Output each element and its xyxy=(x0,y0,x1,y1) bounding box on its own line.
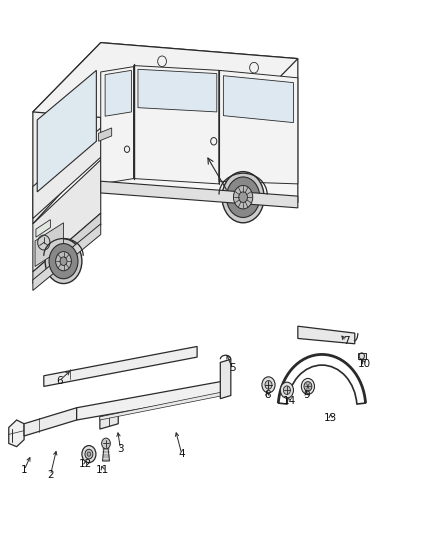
Polygon shape xyxy=(33,213,101,284)
Polygon shape xyxy=(36,220,50,237)
Text: 9: 9 xyxy=(303,391,310,400)
Polygon shape xyxy=(105,70,131,116)
Polygon shape xyxy=(35,223,64,266)
Circle shape xyxy=(87,452,91,456)
Polygon shape xyxy=(220,359,231,399)
Polygon shape xyxy=(9,420,24,447)
Text: 10: 10 xyxy=(358,359,371,368)
Polygon shape xyxy=(134,66,219,184)
Polygon shape xyxy=(101,181,298,208)
Circle shape xyxy=(265,381,272,389)
Circle shape xyxy=(102,438,110,449)
Polygon shape xyxy=(99,128,112,141)
Polygon shape xyxy=(33,43,298,128)
Text: 13: 13 xyxy=(324,414,337,423)
Circle shape xyxy=(45,239,82,284)
Polygon shape xyxy=(358,353,366,359)
Text: 5: 5 xyxy=(229,363,236,373)
Polygon shape xyxy=(101,67,134,184)
Polygon shape xyxy=(100,411,118,429)
Circle shape xyxy=(226,177,260,217)
Text: 12: 12 xyxy=(79,459,92,469)
Polygon shape xyxy=(33,160,101,272)
Text: 8: 8 xyxy=(264,391,271,400)
Text: 11: 11 xyxy=(96,465,110,475)
Circle shape xyxy=(262,377,275,393)
Polygon shape xyxy=(223,76,293,123)
Text: 4: 4 xyxy=(178,449,185,459)
Text: 3: 3 xyxy=(117,444,124,454)
Text: 2: 2 xyxy=(47,471,54,480)
Polygon shape xyxy=(24,408,77,436)
Circle shape xyxy=(301,378,314,394)
Polygon shape xyxy=(33,224,101,290)
Circle shape xyxy=(239,192,247,203)
Polygon shape xyxy=(298,326,355,344)
Polygon shape xyxy=(44,346,197,386)
Polygon shape xyxy=(100,392,223,420)
Polygon shape xyxy=(33,128,101,219)
Circle shape xyxy=(233,185,253,209)
Polygon shape xyxy=(219,70,298,184)
Circle shape xyxy=(283,386,290,394)
Polygon shape xyxy=(138,69,217,112)
Text: 14: 14 xyxy=(283,396,296,406)
Circle shape xyxy=(280,382,293,398)
Polygon shape xyxy=(37,70,96,192)
Circle shape xyxy=(82,446,96,463)
Polygon shape xyxy=(101,43,298,203)
Polygon shape xyxy=(33,43,101,224)
Circle shape xyxy=(60,257,67,265)
Text: 1: 1 xyxy=(21,465,28,475)
Polygon shape xyxy=(77,381,223,420)
Text: 7: 7 xyxy=(343,336,350,346)
Circle shape xyxy=(304,382,312,391)
Text: 6: 6 xyxy=(56,376,63,386)
Polygon shape xyxy=(102,445,110,461)
Circle shape xyxy=(49,244,78,279)
Circle shape xyxy=(222,172,264,223)
Circle shape xyxy=(56,252,71,271)
Circle shape xyxy=(85,449,93,459)
